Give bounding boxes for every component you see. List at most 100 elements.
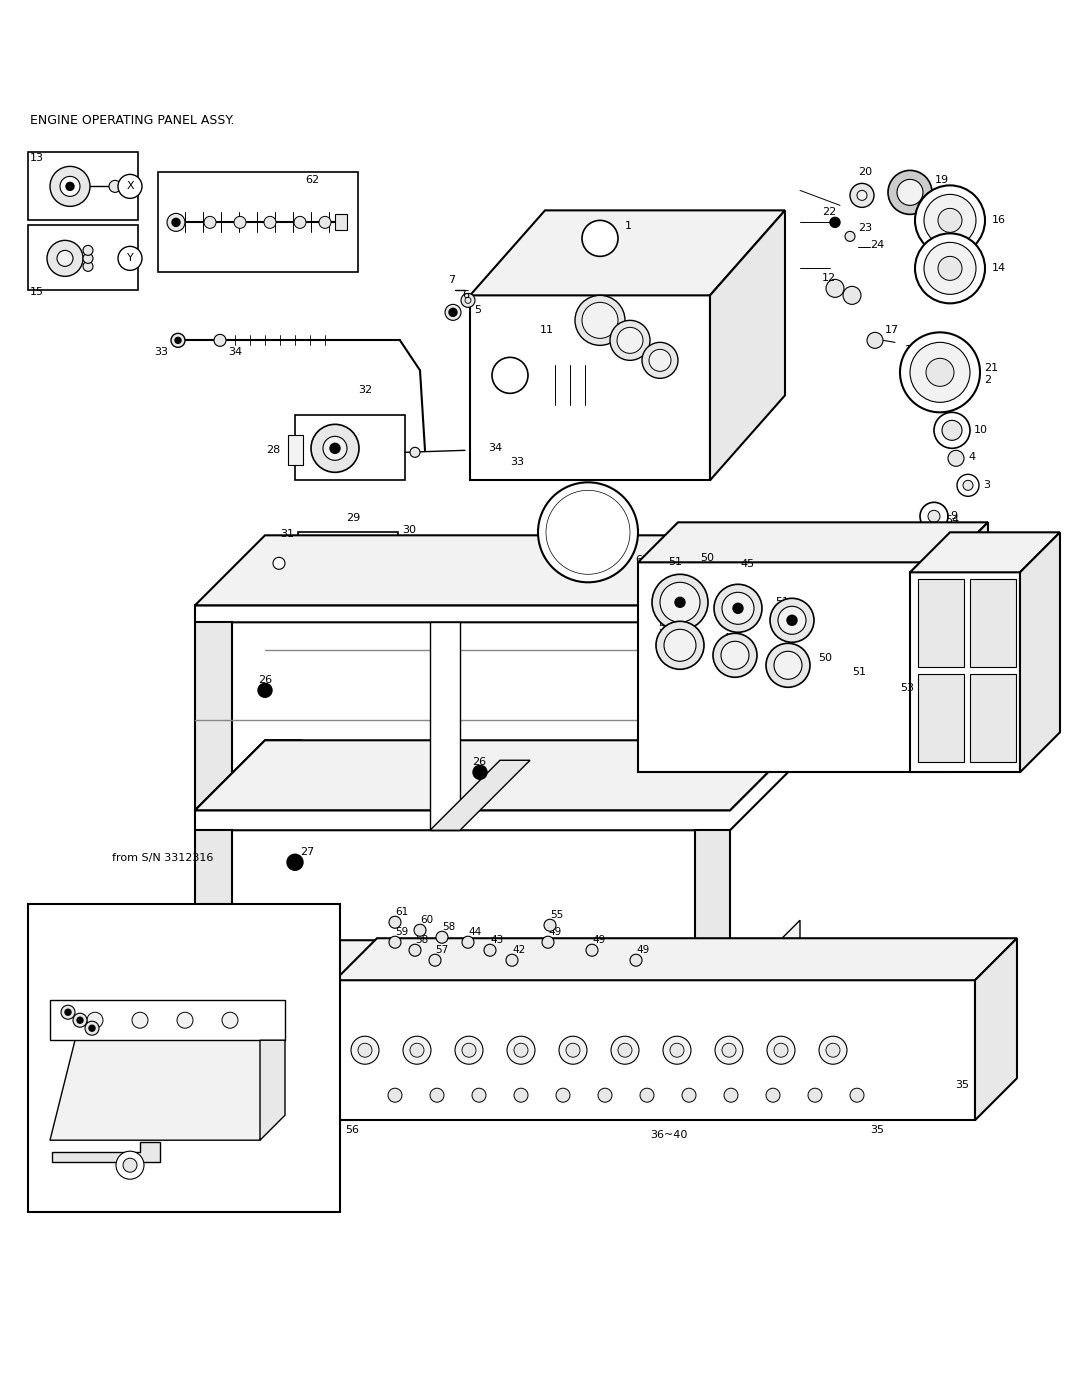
Circle shape: [389, 936, 401, 949]
Circle shape: [132, 1013, 148, 1028]
Text: 4: 4: [968, 453, 975, 462]
Circle shape: [167, 214, 185, 232]
Circle shape: [897, 179, 923, 205]
Text: 19: 19: [935, 176, 949, 186]
Polygon shape: [710, 211, 785, 481]
Circle shape: [222, 1013, 238, 1028]
Text: 8: 8: [863, 553, 870, 563]
Text: 9: 9: [950, 511, 957, 521]
Circle shape: [867, 332, 883, 348]
Circle shape: [172, 218, 180, 226]
Circle shape: [586, 944, 598, 956]
Polygon shape: [638, 563, 948, 773]
Circle shape: [177, 1013, 193, 1028]
Text: 5: 5: [474, 306, 481, 316]
Text: 49: 49: [548, 928, 562, 937]
Circle shape: [65, 1009, 71, 1016]
Circle shape: [888, 170, 932, 214]
Circle shape: [733, 604, 743, 613]
Text: 68: 68: [104, 1032, 117, 1042]
Polygon shape: [50, 1041, 285, 1140]
Circle shape: [388, 1088, 402, 1102]
Polygon shape: [696, 830, 730, 1010]
Circle shape: [287, 854, 303, 870]
Text: 35: 35: [870, 1125, 885, 1136]
Circle shape: [430, 1088, 444, 1102]
Circle shape: [656, 622, 704, 669]
Text: 12: 12: [822, 274, 836, 284]
Circle shape: [556, 1088, 570, 1102]
Text: 44: 44: [52, 993, 64, 1003]
Text: 18: 18: [905, 345, 919, 355]
Circle shape: [845, 232, 855, 242]
Circle shape: [939, 208, 962, 232]
Circle shape: [544, 919, 556, 932]
Polygon shape: [195, 740, 800, 810]
Circle shape: [109, 180, 121, 193]
Text: 35: 35: [955, 1080, 969, 1090]
Text: 21: 21: [984, 363, 998, 373]
Circle shape: [77, 1017, 83, 1023]
Circle shape: [83, 253, 93, 264]
Polygon shape: [975, 939, 1017, 1120]
Circle shape: [858, 190, 867, 200]
Circle shape: [778, 606, 806, 634]
Polygon shape: [730, 940, 800, 1035]
Text: 53: 53: [900, 683, 914, 693]
Circle shape: [640, 1088, 654, 1102]
Polygon shape: [1020, 532, 1059, 773]
Circle shape: [664, 629, 696, 661]
Polygon shape: [298, 532, 399, 573]
Circle shape: [410, 447, 420, 457]
Text: 70: 70: [66, 1193, 79, 1203]
Polygon shape: [195, 940, 800, 1010]
Circle shape: [766, 1088, 780, 1102]
Bar: [28, 904, 340, 1213]
Polygon shape: [195, 535, 800, 622]
Text: 45: 45: [740, 559, 754, 570]
Circle shape: [770, 598, 814, 643]
Text: 69: 69: [66, 1182, 78, 1192]
Circle shape: [826, 279, 843, 298]
Text: 60: 60: [420, 915, 433, 925]
Circle shape: [118, 175, 141, 198]
Circle shape: [675, 598, 685, 608]
Text: 61: 61: [395, 907, 408, 918]
Polygon shape: [50, 1000, 285, 1041]
Circle shape: [910, 342, 970, 402]
Circle shape: [723, 1044, 735, 1058]
Circle shape: [582, 302, 618, 338]
Text: 49: 49: [636, 946, 649, 956]
Text: 14: 14: [993, 264, 1007, 274]
Circle shape: [57, 250, 73, 267]
Circle shape: [681, 1088, 696, 1102]
Circle shape: [559, 1037, 588, 1065]
Circle shape: [429, 954, 441, 967]
Text: 43: 43: [62, 1003, 75, 1013]
Text: 36~40: 36~40: [650, 1130, 687, 1140]
Circle shape: [598, 1088, 612, 1102]
Text: from S/N 3312316: from S/N 3312316: [112, 854, 214, 863]
Circle shape: [83, 261, 93, 271]
Circle shape: [514, 1088, 528, 1102]
Circle shape: [175, 337, 181, 344]
Circle shape: [670, 1044, 684, 1058]
Text: 10: 10: [974, 425, 988, 436]
Text: 20: 20: [858, 168, 873, 177]
Circle shape: [582, 221, 618, 257]
Circle shape: [465, 298, 471, 303]
Circle shape: [652, 574, 708, 630]
Circle shape: [808, 1088, 822, 1102]
Circle shape: [311, 425, 359, 472]
Circle shape: [48, 240, 83, 277]
Text: 7: 7: [448, 275, 455, 285]
Circle shape: [942, 420, 962, 440]
Circle shape: [826, 1044, 840, 1058]
Circle shape: [436, 932, 448, 943]
Circle shape: [351, 1037, 379, 1065]
Text: 64: 64: [38, 1155, 51, 1165]
Circle shape: [73, 1013, 87, 1027]
Text: 49: 49: [592, 935, 605, 946]
Text: 46: 46: [723, 591, 737, 601]
Circle shape: [234, 217, 246, 228]
